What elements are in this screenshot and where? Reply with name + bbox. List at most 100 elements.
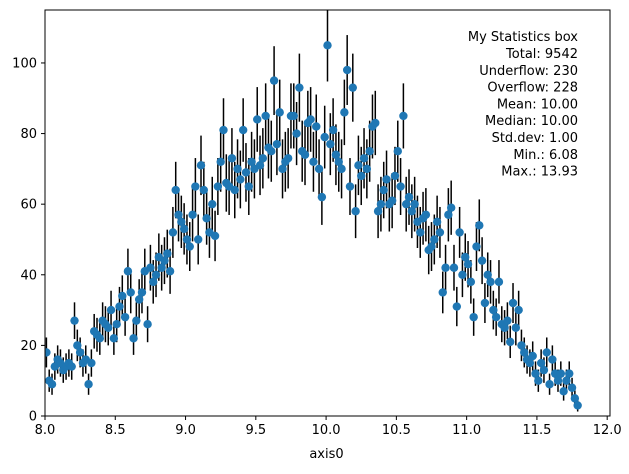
stats-box-line: Min.: 6.08: [513, 148, 578, 163]
y-tick-label: 60: [20, 198, 37, 213]
data-point: [489, 305, 498, 315]
x-tick-label: 11.0: [452, 423, 481, 438]
data-point: [545, 380, 554, 389]
data-point: [463, 259, 473, 269]
data-point: [261, 111, 270, 121]
stats-box-line: Median: 10.00: [485, 114, 578, 129]
data-point: [357, 171, 366, 181]
data-point: [480, 298, 490, 308]
data-point: [179, 224, 189, 234]
data-point: [520, 348, 529, 357]
data-point: [84, 380, 93, 389]
data-point: [503, 316, 512, 325]
data-point: [452, 302, 462, 311]
data-point: [300, 150, 310, 159]
x-axis-label: axis0: [309, 447, 343, 462]
data-point: [238, 125, 248, 135]
x-tick-label: 8.5: [105, 423, 126, 438]
data-point: [491, 312, 501, 322]
data-point: [449, 263, 459, 272]
data-point: [70, 316, 79, 325]
x-tick-label: 8.0: [35, 423, 56, 438]
data-point: [444, 210, 453, 219]
data-point: [393, 147, 402, 156]
data-point: [475, 221, 484, 230]
data-point: [118, 291, 127, 301]
data-point: [567, 383, 577, 392]
data-point: [483, 270, 492, 279]
data-point: [486, 277, 495, 287]
data-point: [312, 122, 321, 131]
y-tick-label: 20: [20, 339, 37, 354]
point-layer: [45, 41, 582, 410]
data-point: [340, 108, 349, 117]
data-point: [112, 320, 121, 329]
data-point: [196, 161, 206, 170]
data-point: [95, 334, 105, 343]
data-point: [402, 199, 411, 209]
data-point: [570, 394, 580, 403]
data-point: [466, 277, 476, 287]
data-point: [427, 242, 436, 251]
data-point: [208, 199, 217, 209]
data-point: [191, 182, 200, 191]
data-point: [149, 277, 158, 287]
data-point: [556, 369, 566, 378]
data-point: [87, 358, 96, 368]
data-point: [143, 320, 152, 329]
stats-box-line: Mean: 10.00: [497, 97, 578, 112]
data-point: [174, 210, 183, 219]
data-point: [477, 256, 487, 265]
data-point: [399, 111, 408, 121]
data-point: [75, 348, 85, 357]
data-point: [120, 312, 130, 322]
data-point: [269, 76, 279, 85]
y-tick-label: 80: [20, 127, 37, 142]
axes-frame: [44, 9, 611, 417]
data-point: [267, 147, 276, 156]
data-point: [562, 376, 571, 385]
x-tick-label: 9.0: [175, 423, 196, 438]
data-point: [331, 150, 341, 159]
data-point: [373, 207, 383, 216]
data-point: [500, 323, 509, 332]
x-tick-label: 10.0: [312, 423, 341, 438]
data-point: [283, 154, 293, 163]
data-point: [387, 196, 397, 205]
data-point: [508, 298, 518, 308]
data-point: [275, 108, 284, 117]
data-point: [278, 164, 287, 174]
data-point: [542, 348, 551, 357]
x-tick-label: 9.5: [245, 423, 266, 438]
data-point: [455, 228, 464, 237]
data-point: [559, 387, 568, 396]
data-point: [458, 270, 467, 279]
data-point: [244, 182, 253, 191]
data-point: [396, 182, 405, 191]
data-point: [317, 192, 327, 202]
data-point: [511, 323, 521, 332]
data-point: [272, 139, 282, 149]
data-point: [404, 192, 414, 202]
data-point: [435, 228, 445, 237]
stats-box-line: Underflow: 230: [479, 64, 578, 79]
x-tick-label: 12.0: [593, 423, 622, 438]
data-point: [171, 185, 180, 195]
data-point: [379, 185, 388, 195]
data-point: [472, 242, 481, 251]
data-point: [469, 312, 478, 322]
data-point: [314, 164, 324, 174]
data-point: [534, 376, 543, 385]
data-point: [109, 334, 119, 343]
data-point: [323, 41, 332, 50]
data-point: [461, 252, 470, 262]
data-point: [168, 228, 178, 237]
data-point: [494, 277, 504, 287]
data-point: [432, 217, 442, 227]
data-point: [45, 348, 51, 357]
data-point: [157, 263, 166, 272]
data-point: [506, 337, 515, 347]
data-point: [185, 242, 194, 251]
stats-box-line: Max.: 13.93: [501, 165, 578, 180]
